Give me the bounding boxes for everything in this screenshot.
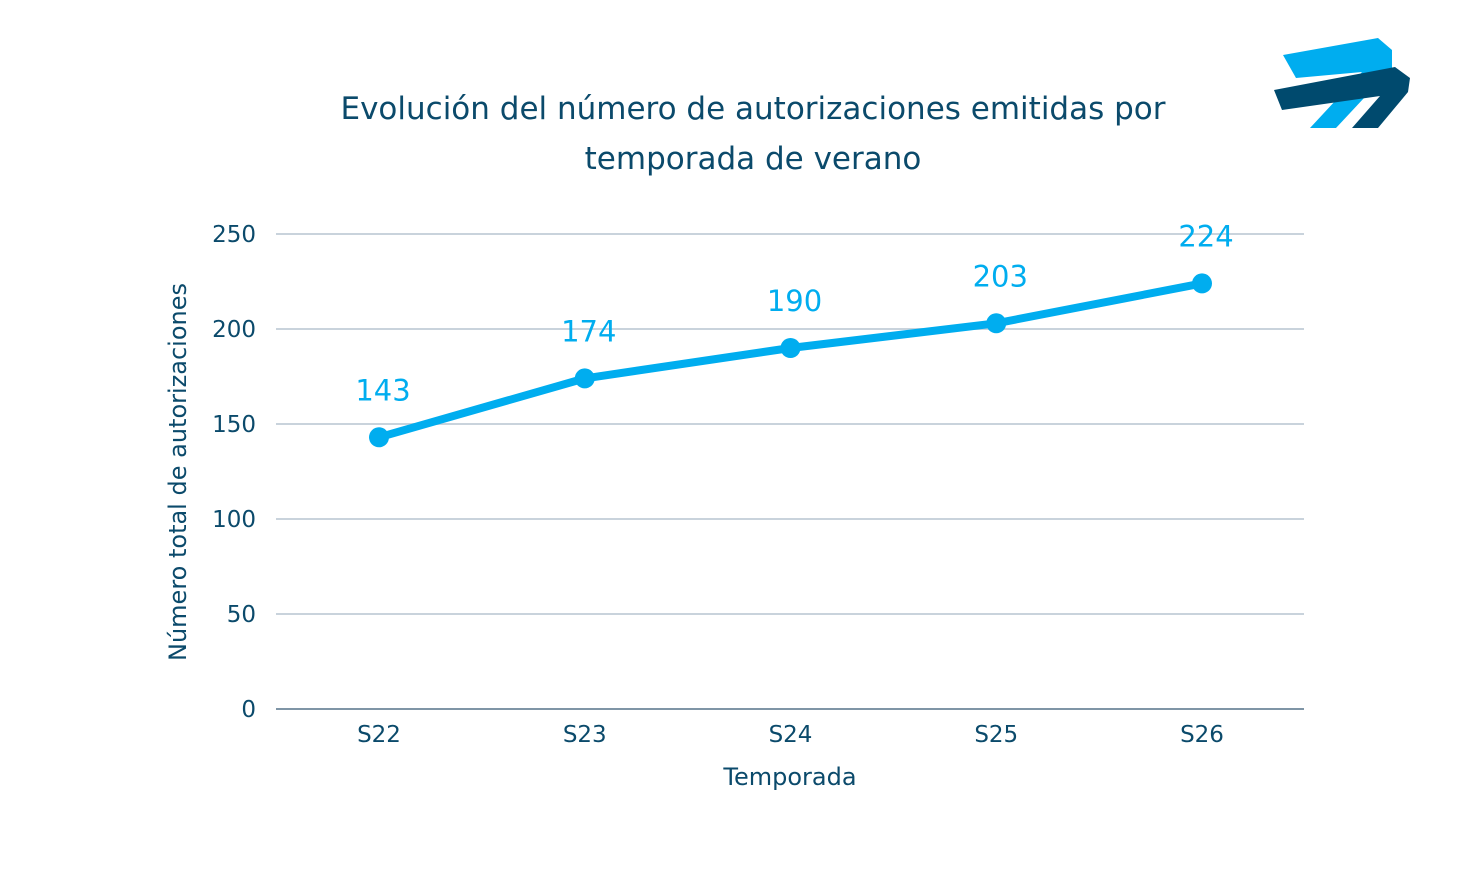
x-tick-label: S23 bbox=[563, 722, 607, 748]
x-tick-label: S24 bbox=[769, 722, 813, 748]
data-point bbox=[780, 338, 801, 358]
data-label: 190 bbox=[767, 284, 822, 318]
x-axis-label: Temporada bbox=[722, 763, 856, 791]
data-point bbox=[574, 368, 595, 389]
y-tick-label: 0 bbox=[241, 697, 256, 723]
data-label: 174 bbox=[561, 314, 616, 348]
data-label: 143 bbox=[355, 373, 410, 407]
y-tick-label: 50 bbox=[227, 602, 256, 628]
data-label: 224 bbox=[1178, 219, 1233, 253]
y-axis-label: Número total de autorizaciones bbox=[164, 283, 192, 661]
y-tick-label: 100 bbox=[212, 507, 256, 533]
y-tick-label: 200 bbox=[212, 317, 256, 343]
chart-title-line-1: Evolución del número de autorizaciones e… bbox=[340, 91, 1165, 127]
x-tick-label: S22 bbox=[357, 722, 401, 748]
y-tick-label: 250 bbox=[212, 222, 256, 248]
chart-title-line-2: temporada de verano bbox=[585, 141, 922, 177]
data-label: 203 bbox=[973, 259, 1028, 293]
x-tick-label: S26 bbox=[1180, 722, 1224, 748]
y-tick-label: 150 bbox=[212, 412, 256, 438]
company-logo bbox=[1274, 38, 1410, 128]
data-point bbox=[986, 313, 1007, 334]
x-tick-label: S25 bbox=[974, 722, 1018, 748]
data-point bbox=[1192, 273, 1212, 294]
data-point bbox=[369, 427, 389, 448]
